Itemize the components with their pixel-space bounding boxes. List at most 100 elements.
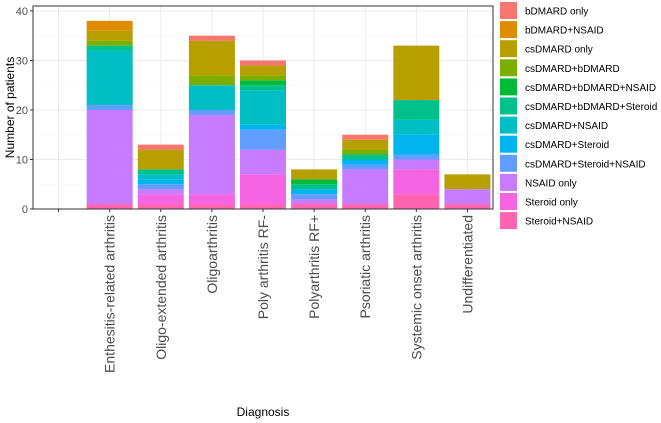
bar-segment <box>137 194 184 205</box>
x-tick-label: Poly arthritis RF- <box>255 215 271 320</box>
legend-swatch <box>500 173 517 191</box>
y-tick-label: 20 <box>16 105 28 117</box>
bar-segment <box>188 35 235 41</box>
legend-swatch <box>500 193 517 210</box>
legend-swatch <box>500 154 517 172</box>
x-axis-ticks: Enthesitis-related arthritis Oligo-extend… <box>58 209 475 373</box>
x-tick-label: Undifferentiated <box>459 215 475 314</box>
bar-segment <box>86 20 133 31</box>
legend-label: bDMARD+NSAID <box>525 26 604 37</box>
y-tick-label: 30 <box>16 55 28 67</box>
bar-segment <box>137 174 184 180</box>
bar-segment <box>240 90 286 125</box>
bar-segment <box>291 204 338 209</box>
bar-segment <box>342 204 389 209</box>
legend-label: bDMARD only <box>525 7 588 18</box>
bar-segment <box>188 85 235 110</box>
bar-segment <box>188 194 235 205</box>
bar-segment <box>86 45 133 51</box>
bar-segment <box>137 184 184 190</box>
bar-segment <box>240 75 286 81</box>
bar-segment <box>291 179 338 185</box>
bar-segment <box>86 50 133 106</box>
bar-segment <box>342 154 389 160</box>
y-axis-title: Number of patients <box>3 57 17 158</box>
bar-segment <box>137 144 184 150</box>
x-tick-label: Oligo-extended arthritis <box>153 215 169 360</box>
bar-segment <box>240 60 286 66</box>
legend-swatch <box>500 212 517 230</box>
bar-segment <box>188 75 235 86</box>
bar-segment <box>291 169 338 180</box>
bar-segment <box>86 105 133 110</box>
bar-segment <box>188 114 235 195</box>
legend-label: csDMARD+NSAID <box>525 121 608 132</box>
legend-swatch <box>500 21 517 39</box>
bar-segment <box>291 199 338 205</box>
bar-segment <box>240 80 286 86</box>
y-tick-label: 40 <box>16 6 28 18</box>
bar-segment <box>137 169 184 175</box>
legend-label: csDMARD only <box>525 45 593 56</box>
bar-segment <box>342 149 389 155</box>
bar-segment <box>393 100 440 120</box>
bar-segment <box>444 174 491 190</box>
x-tick-label: Systemic onset arthritis <box>408 215 424 360</box>
bar-segment <box>188 109 235 115</box>
bar-segment <box>86 40 133 46</box>
x-tick-label: Polyarthritis RF+ <box>306 215 322 319</box>
bars <box>86 20 491 209</box>
plot-area <box>32 5 494 210</box>
bar-segment <box>188 204 235 209</box>
bar-segment <box>137 204 184 209</box>
bar-segment <box>393 45 440 101</box>
legend-swatch <box>500 78 517 96</box>
bar-segment <box>86 30 133 41</box>
legend-swatch <box>500 59 517 77</box>
bar-segment <box>393 134 440 155</box>
legend-label: csDMARD+bDMARD+NSAID <box>525 83 656 94</box>
bar-segment <box>342 139 389 150</box>
bar-segment <box>342 164 389 170</box>
bar-segment <box>137 189 184 195</box>
bar-segment <box>291 189 338 195</box>
bar-segment <box>137 179 184 185</box>
legend-swatch <box>500 40 517 58</box>
bar-segment <box>342 159 389 165</box>
bar-segment <box>393 194 440 209</box>
bar-segment <box>444 189 491 205</box>
bar-segment <box>240 124 286 130</box>
x-tick-label: Psoriatic arthritis <box>357 215 373 318</box>
y-axis-ticks: 0 10 20 30 40 <box>16 6 33 216</box>
bar-segment <box>240 174 286 205</box>
bar-segment <box>240 129 286 150</box>
x-tick-label: Oligoarthritis <box>204 215 220 294</box>
bar-segment <box>137 149 184 170</box>
legend-label: Steroid+NSAID <box>525 217 593 228</box>
bar-segment <box>342 169 389 205</box>
bar-segment <box>240 65 286 76</box>
bar-segment <box>240 204 286 209</box>
legend-swatch <box>500 116 517 134</box>
x-tick-label: Enthesitis-related arthritis <box>102 215 118 373</box>
bar-segment <box>393 159 440 170</box>
bar-segment <box>393 169 440 195</box>
legend-label: csDMARD+Steroid <box>525 140 609 151</box>
legend: bDMARD only bDMARD+NSAID csDMARD only csDMA… <box>500 2 657 230</box>
bar-segment <box>86 204 133 209</box>
legend-label: Steroid only <box>525 198 578 209</box>
bar-segment <box>86 109 133 205</box>
legend-swatch <box>500 97 517 115</box>
legend-label: csDMARD+bDMARD+Steroid <box>525 102 657 113</box>
legend-label: NSAID only <box>525 178 577 189</box>
y-tick-label: 10 <box>16 154 28 166</box>
bar-segment <box>393 154 440 160</box>
bar-segment <box>291 184 338 190</box>
legend-swatch <box>500 2 517 19</box>
bar-segment <box>393 119 440 135</box>
bar-segment <box>240 85 286 91</box>
bar-segment <box>240 149 286 175</box>
bar-segment <box>291 194 338 200</box>
bar-segment <box>188 40 235 76</box>
